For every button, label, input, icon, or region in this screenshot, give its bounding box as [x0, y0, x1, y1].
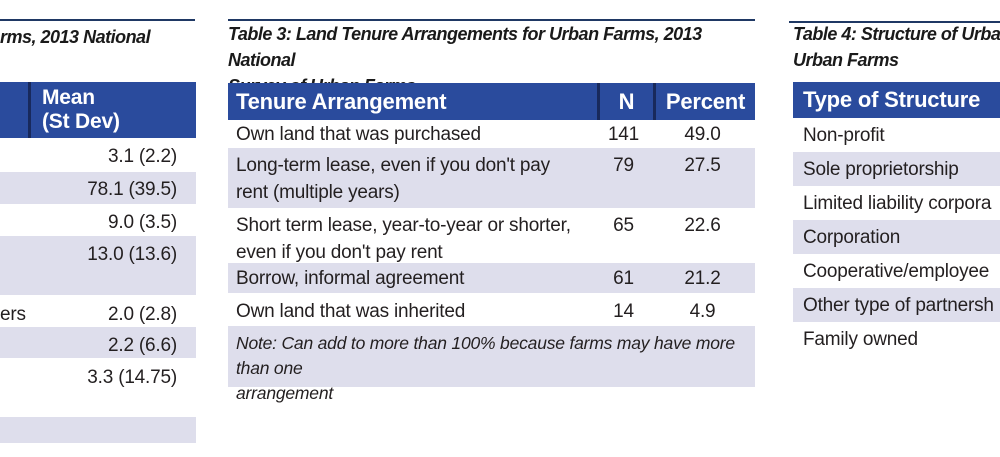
table-row: ers 2.0 (2.8) [0, 295, 196, 327]
center-column-rule [228, 19, 755, 21]
table-row: 2.2 (6.6) [0, 327, 196, 358]
structure-label: Sole proprietorship [803, 158, 959, 180]
table-row: 3.1 (2.2) [0, 138, 196, 172]
tenure-label: Long-term lease, even if you don't pay r… [236, 155, 550, 203]
header-column-separator [28, 82, 31, 138]
table-row: Own land that was inherited 14 4.9 [228, 293, 755, 326]
mean-value: 13.0 (13.6) [87, 244, 177, 265]
table-row: Limited liability corpora [793, 186, 1000, 220]
row-label-fragment: ers [0, 304, 26, 325]
tenure-label: Borrow, informal agreement [236, 268, 465, 289]
left-table-header-label: Mean (St Dev) [42, 86, 120, 133]
n-value: 79 [613, 155, 634, 176]
table-row: 13.0 (13.6) [0, 236, 196, 295]
table-row: Long-term lease, even if you don't pay r… [228, 148, 755, 208]
table3-note: Note: Can add to more than 100% because … [228, 326, 755, 403]
table-row: Family owned [793, 322, 1000, 356]
right-column-rule [789, 21, 1000, 23]
n-value: 61 [613, 268, 634, 289]
structure-label: Limited liability corpora [803, 192, 992, 214]
percent-value: 27.5 [684, 155, 721, 176]
structure-label: Corporation [803, 226, 901, 248]
structure-label: Other type of partnersh [803, 294, 994, 316]
structure-label: Family owned [803, 328, 918, 350]
mean-value: 3.1 (2.2) [108, 146, 177, 167]
table-row: 78.1 (39.5) [0, 172, 196, 204]
header-column-separator [597, 83, 600, 120]
percent-value: 22.6 [684, 215, 721, 236]
table-row: 3.3 (14.75) [0, 358, 196, 392]
table3-header: Tenure Arrangement N Percent [228, 83, 755, 120]
tenure-label: Own land that was inherited [236, 301, 466, 322]
column-header-percent: Percent [665, 88, 746, 114]
table-row: Short term lease, year-to-year or shorte… [228, 208, 755, 263]
tenure-label: Own land that was purchased [236, 124, 481, 145]
table-row: 9.0 (3.5) [0, 204, 196, 236]
mean-value: 2.0 (2.8) [108, 304, 177, 325]
table-row: Sole proprietorship [793, 152, 1000, 186]
mean-value: 78.1 (39.5) [87, 179, 177, 200]
structure-label: Cooperative/employee [803, 260, 990, 282]
column-header-structure: Type of Structure [803, 87, 981, 112]
left-table-title-fragment: rms, 2013 National [0, 27, 151, 47]
percent-value: 4.9 [689, 301, 716, 322]
structure-label: Non-profit [803, 124, 885, 146]
n-value: 65 [613, 215, 634, 236]
table3-title: Table 3: Land Tenure Arrangements for Ur… [228, 24, 702, 96]
n-value: 14 [613, 301, 634, 322]
mean-value: 9.0 (3.5) [108, 212, 177, 233]
percent-value: 21.2 [684, 268, 721, 289]
column-header-n: N [618, 88, 635, 114]
left-column-rule [0, 19, 195, 21]
left-table-note-bar [0, 417, 196, 443]
n-value: 141 [607, 124, 640, 145]
mean-value: 2.2 (6.6) [108, 335, 177, 356]
table4-title: Table 4: Structure of Urban Urban Farms [793, 24, 1000, 70]
column-header-tenure: Tenure Arrangement [236, 88, 447, 114]
table-row: Non-profit [793, 118, 1000, 152]
table-row: Borrow, informal agreement 61 21.2 [228, 263, 755, 293]
percent-value: 49.0 [684, 124, 721, 145]
tenure-label: Short term lease, year-to-year or shorte… [236, 215, 571, 263]
table-row: Own land that was purchased 141 49.0 [228, 120, 755, 148]
left-table-header: Mean (St Dev) [0, 82, 196, 138]
table-row: Other type of partnersh [793, 288, 1000, 322]
table4-header: Type of Structure [793, 82, 1000, 118]
table-row: Corporation [793, 220, 1000, 254]
mean-value: 3.3 (14.75) [87, 367, 177, 388]
table-row: Cooperative/employee [793, 254, 1000, 288]
header-column-separator [653, 83, 656, 120]
